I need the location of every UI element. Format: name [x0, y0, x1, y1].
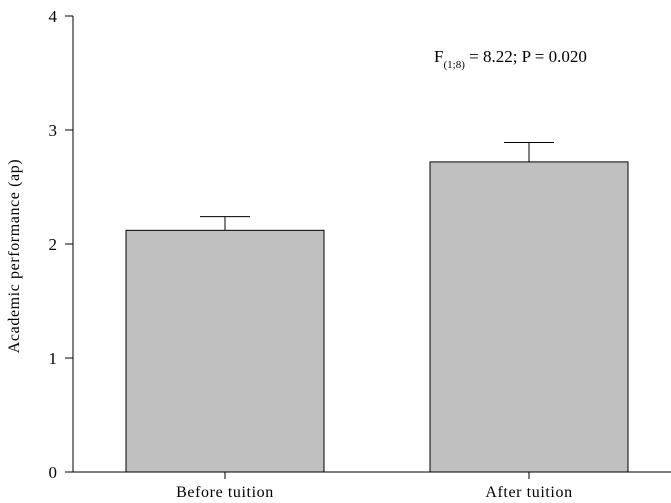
annotation-subscript: (1;8): [443, 59, 465, 71]
annotation-prefix: F: [434, 47, 443, 66]
y-tick-label: 1: [49, 349, 58, 368]
y-tick-label: 4: [49, 7, 58, 26]
error-bars: [200, 142, 554, 231]
x-tick-labels: Before tuition After tuition: [176, 484, 572, 501]
y-tick-label: 2: [49, 235, 58, 254]
statistics-annotation: F(1;8) = 8.22; P = 0.020: [434, 47, 587, 71]
x-tick-label: After tuition: [485, 484, 572, 501]
y-tick-labels: 0 1 2 3 4: [49, 7, 58, 482]
bar: [125, 229, 325, 473]
annotation-rest: = 8.22; P = 0.020: [465, 47, 587, 66]
y-tick-label: 3: [49, 121, 58, 140]
bar: [429, 161, 629, 473]
bars: [125, 161, 629, 473]
y-axis-label: Academic performance (ap): [6, 159, 23, 353]
y-tick-label: 0: [49, 463, 58, 482]
x-tick-label: Before tuition: [176, 484, 274, 501]
